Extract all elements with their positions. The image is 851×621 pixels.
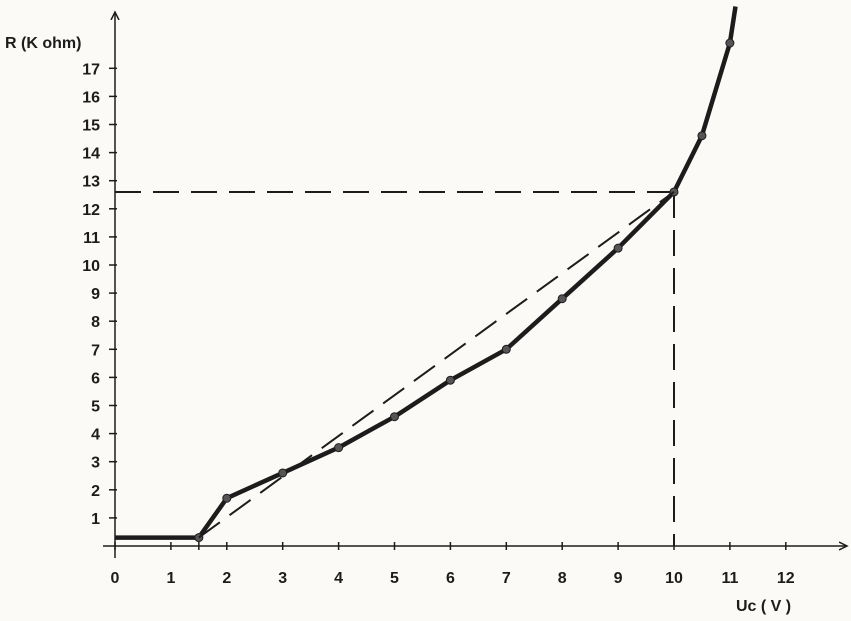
x-tick-label: 3 (278, 570, 287, 587)
y-tick-label: 9 (91, 286, 100, 303)
resistance-curve (115, 6, 738, 540)
x-tick-label: 9 (614, 570, 623, 587)
linear-approximation-line (198, 191, 675, 539)
y-tick-label: 17 (82, 61, 100, 78)
y-tick-label: 12 (82, 202, 100, 219)
y-tick-label: 5 (91, 399, 100, 416)
y-tick-label: 6 (91, 370, 100, 387)
data-point (725, 38, 735, 48)
x-tick-label: 1 (166, 570, 175, 587)
x-tick-label: 0 (111, 570, 120, 587)
data-point (278, 468, 288, 478)
x-tick-label: 12 (777, 570, 795, 587)
data-point (697, 131, 707, 141)
y-tick-label: 7 (91, 342, 100, 359)
x-tick-label: 6 (446, 570, 455, 587)
y-tick-label: 8 (91, 314, 100, 331)
data-point (390, 412, 399, 422)
x-tick-label: 11 (721, 570, 738, 587)
x-ticks: 0 1 2 3 4 5 6 7 8 9 10 11 12 (111, 542, 795, 587)
y-tick-label: 11 (83, 230, 100, 247)
reference-lines (115, 190, 675, 546)
x-tick-label: 10 (665, 570, 683, 587)
data-point (613, 243, 623, 253)
y-axis-title: R (K ohm) (5, 35, 81, 52)
y-tick-label: 16 (82, 89, 100, 106)
y-tick-label: 13 (82, 174, 100, 191)
y-tick-label: 10 (82, 258, 100, 275)
axes (103, 12, 847, 558)
y-tick-label: 4 (91, 427, 100, 444)
y-tick-label: 15 (82, 118, 100, 135)
y-tick-label: 1 (91, 511, 100, 528)
y-tick-label: 2 (91, 483, 100, 500)
x-tick-label: 2 (222, 570, 231, 587)
x-axis-title: Uc ( V ) (736, 598, 791, 615)
data-point (501, 344, 511, 354)
x-tick-label: 4 (334, 570, 343, 587)
data-point (557, 294, 567, 304)
data-point (445, 375, 455, 385)
series-layer (115, 6, 738, 543)
x-tick-label: 5 (390, 570, 399, 587)
y-tick-label: 3 (91, 455, 100, 472)
x-tick-label: 8 (558, 570, 567, 587)
y-tick-label: 14 (82, 146, 100, 163)
x-tick-label: 7 (502, 570, 511, 587)
data-point (222, 493, 232, 503)
data-point (334, 443, 344, 453)
